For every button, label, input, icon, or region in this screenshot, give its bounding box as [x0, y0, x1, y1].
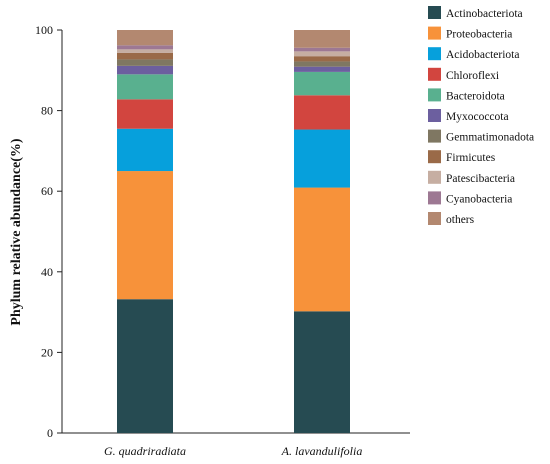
legend-label: Acidobacteriota: [446, 49, 519, 61]
legend-label: Proteobacteria: [446, 29, 512, 41]
x-category-label: A. lavandulifolia: [281, 444, 363, 458]
legend-swatch: [428, 26, 441, 40]
bar-segment: [294, 61, 350, 67]
bar-segment: [117, 128, 173, 172]
bar-segment: [294, 187, 350, 312]
bar-segment: [294, 56, 350, 62]
legend-label: Patescibacteria: [446, 173, 515, 185]
legend-label: Myxococcota: [446, 111, 509, 123]
bar-segment: [294, 129, 350, 188]
y-tick-label: 40: [41, 265, 53, 279]
legend-label: Firmicutes: [446, 152, 496, 164]
legend-swatch: [428, 170, 441, 184]
legend-swatch: [428, 47, 441, 61]
bar-segment: [117, 99, 173, 129]
legend-label: Bacteroidota: [446, 90, 505, 102]
legend: Actinobacteriota Proteobacteria Acidobacte…: [428, 6, 534, 226]
y-tick-label: 0: [47, 426, 53, 440]
bars: [117, 30, 350, 433]
y-tick-label: 80: [41, 104, 53, 118]
legend-swatch: [428, 88, 441, 102]
bar-segment: [294, 51, 350, 57]
legend-swatch: [428, 191, 441, 205]
bar-segment: [117, 171, 173, 300]
bar-segment: [117, 299, 173, 433]
legend-swatch: [428, 6, 441, 19]
legend-label: Cyanobacteria: [446, 193, 512, 205]
legend-label: Actinobacteriota: [446, 8, 523, 20]
bar-segment: [294, 311, 350, 433]
y-tick-label: 60: [41, 184, 53, 198]
bar-segment: [117, 49, 173, 53]
bar-segment: [117, 30, 173, 46]
bar-segment: [117, 52, 173, 60]
legend-swatch: [428, 212, 441, 225]
legend-swatch: [428, 150, 441, 164]
bar-segment: [117, 45, 173, 50]
legend-swatch: [428, 129, 441, 143]
x-category-label: G. quadriradiata: [104, 444, 186, 458]
bar-segment: [117, 59, 173, 66]
y-tick-label: 100: [35, 23, 53, 37]
legend-swatch: [428, 109, 441, 122]
legend-label: Chloroflexi: [446, 70, 499, 82]
bar-segment: [117, 74, 173, 100]
legend-label: others: [446, 214, 475, 226]
legend-label: Gemmatimonadota: [446, 132, 534, 144]
y-axis-label: Phylum relative abundance(%): [9, 138, 24, 326]
legend-swatch: [428, 67, 441, 81]
y-axis: 0 20 40 60 80 100: [35, 23, 63, 440]
bar-segment: [294, 30, 350, 48]
bar-segment: [294, 71, 350, 96]
bar-segment: [294, 66, 350, 72]
bar-segment: [294, 95, 350, 130]
bar-segment: [117, 65, 173, 75]
bar-segment: [294, 47, 350, 52]
y-tick-label: 20: [41, 345, 53, 359]
x-axis: G. quadriradiata A. lavandulifolia: [62, 432, 410, 458]
